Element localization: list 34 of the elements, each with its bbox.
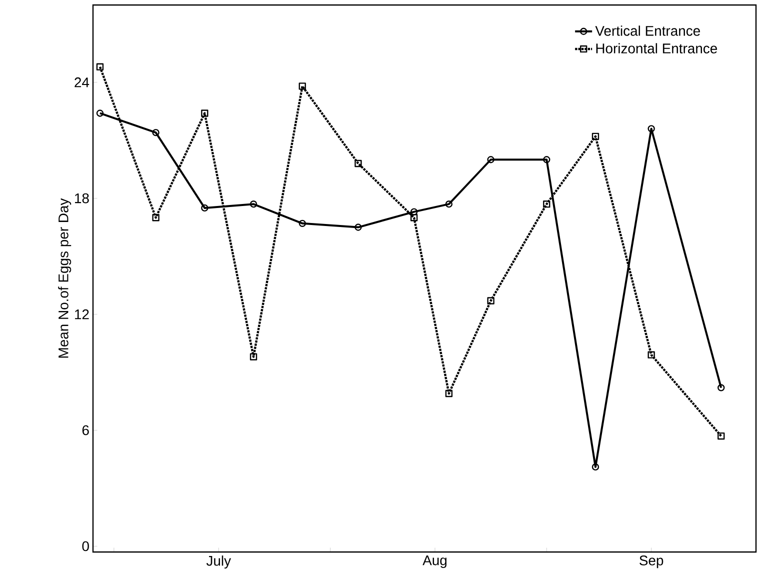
- point: [592, 463, 600, 471]
- point: [410, 214, 418, 222]
- point: [445, 200, 453, 208]
- point: [250, 200, 258, 208]
- point: [718, 432, 725, 440]
- x-tick-label: Aug: [422, 556, 446, 568]
- point: [445, 390, 453, 398]
- y-tick-label: 12: [75, 309, 89, 320]
- point: [543, 156, 550, 164]
- point: [152, 128, 160, 136]
- point: [648, 351, 655, 358]
- y-tick-label: 24: [74, 77, 90, 88]
- y-axis-title: Mean No.of Eggs per Day: [58, 198, 72, 358]
- point: [354, 224, 362, 231]
- y-tick-label: 18: [75, 193, 89, 204]
- legend-label: Horizontal Entrance: [596, 43, 718, 54]
- point: [298, 220, 306, 227]
- point: [152, 214, 160, 222]
- point: [96, 63, 104, 70]
- y-tick-label: 6: [82, 425, 89, 436]
- point: [648, 125, 655, 132]
- x-tick-label: Sep: [640, 556, 664, 568]
- point: [487, 156, 494, 164]
- point: [201, 110, 208, 117]
- point: [298, 82, 306, 90]
- point: [487, 297, 494, 304]
- point: [250, 353, 258, 360]
- point: [592, 132, 600, 140]
- legend-label: Vertical Entrance: [595, 26, 700, 36]
- y-tick-label: 0: [82, 541, 89, 552]
- point: [354, 160, 362, 168]
- point: [201, 204, 208, 212]
- x-tick-label: July: [206, 556, 231, 569]
- point: [543, 200, 550, 208]
